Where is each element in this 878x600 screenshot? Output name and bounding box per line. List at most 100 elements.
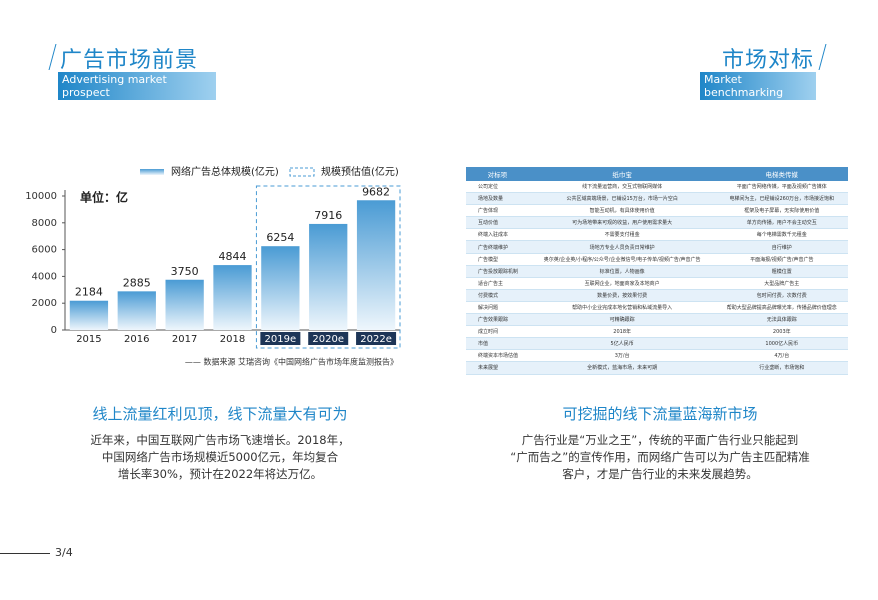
table-row: 适合广告主 互联网企业，地面商家及本地商户 大型品牌广告主	[466, 277, 848, 290]
table-cell: 大型品牌广告主	[715, 277, 848, 290]
right-title: 市场对标	[722, 48, 815, 73]
table-cell: 4万/台	[715, 349, 848, 363]
table-cell: 单方向传播，用户不会主动交互	[715, 216, 848, 230]
table-cell: 自行维护	[715, 240, 848, 254]
table-cell: 公共区域高端场景，已铺设15万台，市场一片空白	[528, 192, 716, 206]
category-box	[308, 332, 349, 345]
table-cell: 2003年	[715, 325, 848, 339]
table-cell: 智能互动机，有具体使用价值	[528, 204, 716, 218]
table-cell: 广告体现	[466, 204, 529, 218]
table-cell: 互联网企业，地面商家及本地商户	[528, 277, 716, 290]
table-header: 电梯类传媒	[715, 167, 848, 181]
table-cell: 3万/台	[528, 349, 716, 363]
table-cell: 广告模型	[466, 253, 529, 266]
bar	[309, 223, 348, 330]
x-tick-label: 2022e	[360, 334, 392, 345]
table-row: 互动价值 可为场地带来可观的收益，用户使用需求量大 单方向传播，用户不会主动交互	[466, 216, 848, 230]
x-tick-label: 2019e	[265, 334, 297, 345]
table: 对标项 纸巾宝 电梯类传媒公司定位 线下流量运营商，交互式物联网媒体 平面广告网络传媒，…	[466, 167, 848, 375]
right-subtitle: Market benchmarking	[700, 72, 816, 100]
table-row: 广告投放跟踪机制 标准位置，人物画像 粗模位置	[466, 265, 848, 278]
table-cell: 帮助大型品牌提高品牌曝光率，传播品牌价值理念	[715, 301, 848, 315]
bar	[165, 279, 204, 330]
page-line	[0, 553, 50, 554]
text-line: 增长率30%，预计在2022年将达万亿。	[117, 467, 323, 481]
legend-label: 网络广告总体规模(亿元)	[171, 165, 279, 178]
x-tick-label: 2017	[172, 334, 197, 345]
value-label: 7916	[314, 209, 342, 222]
y-tick-label: 10000	[25, 191, 57, 202]
value-label: 9682	[362, 185, 390, 198]
text-line: “广而告之”的宣传作用，而网络广告可以为广告主匹配精准	[510, 450, 810, 464]
value-label: 6254	[266, 231, 294, 244]
x-tick-label: 2018	[220, 334, 245, 345]
bar	[69, 300, 109, 330]
text-line: 广告行业是“万业之王”，传统的平面广告行业只能起到	[521, 433, 799, 447]
table-cell: 广告终端维护	[466, 240, 529, 254]
value-label: 2885	[123, 276, 151, 289]
table-cell: 公司定位	[466, 181, 529, 194]
table-cell: 广告效果跟踪	[466, 313, 529, 327]
page-number: 3/4	[55, 546, 73, 559]
table-row: 成立时间 2018年 2003年	[466, 325, 848, 339]
table-cell: 适合广告主	[466, 277, 529, 290]
y-tick-label: 6000	[32, 245, 57, 256]
table-row: 场地及数量 公共区域高端场景，已铺设15万台，市场一片空白 电梯间为主，已经铺设26…	[466, 192, 848, 206]
table-row: 终端入驻成本 不需要支付租金 每个电梯需数千元租金	[466, 228, 848, 242]
table-cell: 平面海报/视频广告/声音广告	[715, 253, 848, 266]
x-tick-label: 2016	[124, 334, 149, 345]
x-tick-label: 2020e	[312, 334, 344, 345]
table-cell: 可为场地带来可观的收益，用户使用需求量大	[528, 216, 716, 230]
y-tick-label: 0	[51, 325, 57, 336]
table-header: 纸巾宝	[528, 167, 716, 181]
table-cell: 5亿人民币	[528, 337, 716, 351]
table-cell: 可精确跟踪	[528, 313, 716, 327]
bar	[213, 265, 252, 330]
table-cell: 广告投放跟踪机制	[466, 265, 529, 278]
table-cell: 平面广告网络传媒，平面及视频广告媒体	[715, 181, 848, 194]
y-tick-label: 8000	[32, 218, 57, 229]
table-header: 对标项	[466, 167, 529, 181]
bar	[356, 200, 396, 330]
table-cell: 终端入驻成本	[466, 228, 529, 242]
left-subtitle: Advertising market prospect	[58, 72, 216, 100]
bar	[117, 291, 156, 330]
left-heading: 线上流量红利见顶，线下流量大有可为	[92, 405, 348, 423]
table-row: 广告体现 智能互动机，有具体使用价值 框架及电子屏幕，无实际使用价值	[466, 204, 848, 218]
table-row: 未来展望 全新模式，蓝海市场，未来可期 行业垄断，市场饱和	[466, 361, 848, 375]
y-tick-label: 2000	[32, 298, 57, 309]
table-cell: 市值	[466, 337, 529, 351]
chart: 单位：亿 —— 数据来源 艾瑞咨询《中国网络广告市场年度监测报告》 0 2000 4…	[25, 165, 401, 367]
slash	[818, 44, 827, 70]
text-line: 近年来，中国互联网广告市场飞速增长。2018年，	[90, 433, 350, 447]
table-cell: 解决问题	[466, 301, 529, 315]
table-cell: 无法具体跟踪	[715, 313, 848, 327]
legend-swatch	[289, 167, 315, 177]
table-row: 市值 5亿人民币 1000亿人民币	[466, 337, 848, 351]
left-paragraph: 近年来，中国互联网广告市场飞速增长。2018年， 中国网络广告市场规模近5000亿…	[0, 432, 440, 483]
table-cell: 场地方专业人员负责日常维护	[528, 240, 716, 254]
table-cell: 帮助中小企业完成本地化营销和私域流量导入	[528, 301, 716, 315]
table-cell: 1000亿人民币	[715, 337, 848, 351]
right-heading: 可挖掘的线下流量蓝海新市场	[562, 405, 758, 423]
x-tick-label: 2015	[76, 334, 101, 345]
table-row: 广告终端维护 场地方专业人员负责日常维护 自行维护	[466, 240, 848, 254]
unit-label: 单位：亿	[80, 190, 128, 205]
y-tick-label: 4000	[32, 271, 57, 282]
table-cell: 标准位置，人物画像	[528, 265, 716, 278]
category-box	[356, 332, 397, 345]
table-cell: 终端资本市场估值	[466, 349, 529, 363]
table-cell: 线下流量运营商，交互式物联网媒体	[528, 181, 716, 194]
table-row: 终端资本市场估值 3万/台 4万/台	[466, 349, 848, 363]
left-title: 广告市场前景	[60, 48, 199, 73]
text-line: 中国网络广告市场规模近5000亿元，年均复合	[101, 450, 339, 464]
table-cell: 2018年	[528, 325, 716, 339]
table-cell: 奥尔英/企业英/小程序/公众号/企业微信号/电子传单/视频广告/声音广告	[528, 253, 716, 266]
table-cell: 全新模式，蓝海市场，未来可期	[528, 361, 716, 375]
table-cell: 每个电梯需数千元租金	[715, 228, 848, 242]
table-cell: 未来展望	[466, 361, 529, 375]
table-cell: 场地及数量	[466, 192, 529, 206]
table-cell: 成立时间	[466, 325, 529, 339]
value-label: 3750	[171, 265, 199, 278]
